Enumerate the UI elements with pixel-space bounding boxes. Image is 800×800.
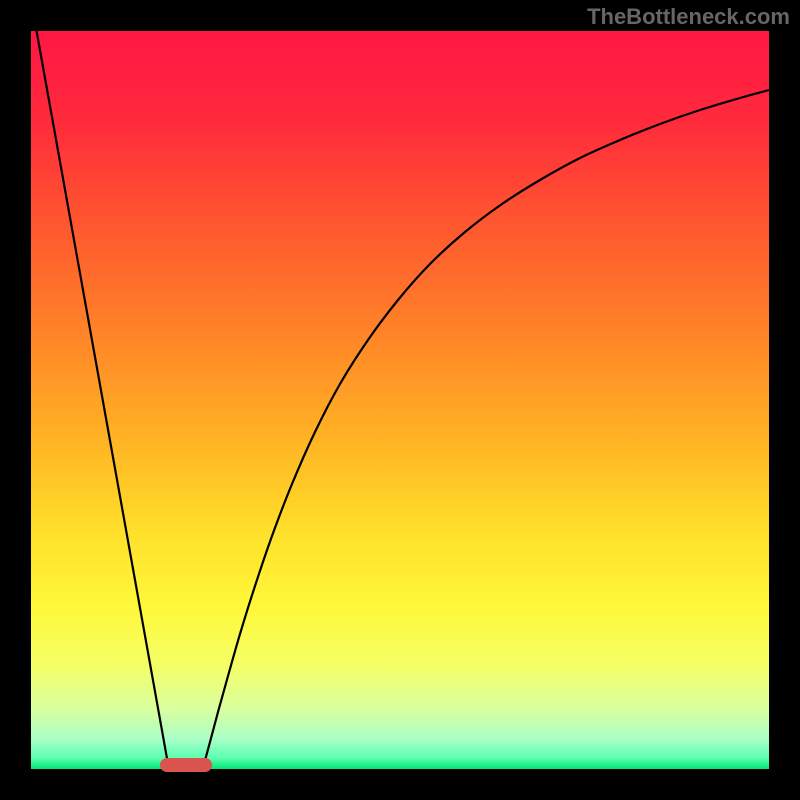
curve-layer	[31, 31, 769, 769]
left-curve	[31, 0, 168, 764]
right-curve	[204, 90, 769, 764]
plot-area	[31, 31, 769, 769]
bottleneck-marker	[160, 758, 212, 772]
watermark-text: TheBottleneck.com	[587, 4, 790, 30]
